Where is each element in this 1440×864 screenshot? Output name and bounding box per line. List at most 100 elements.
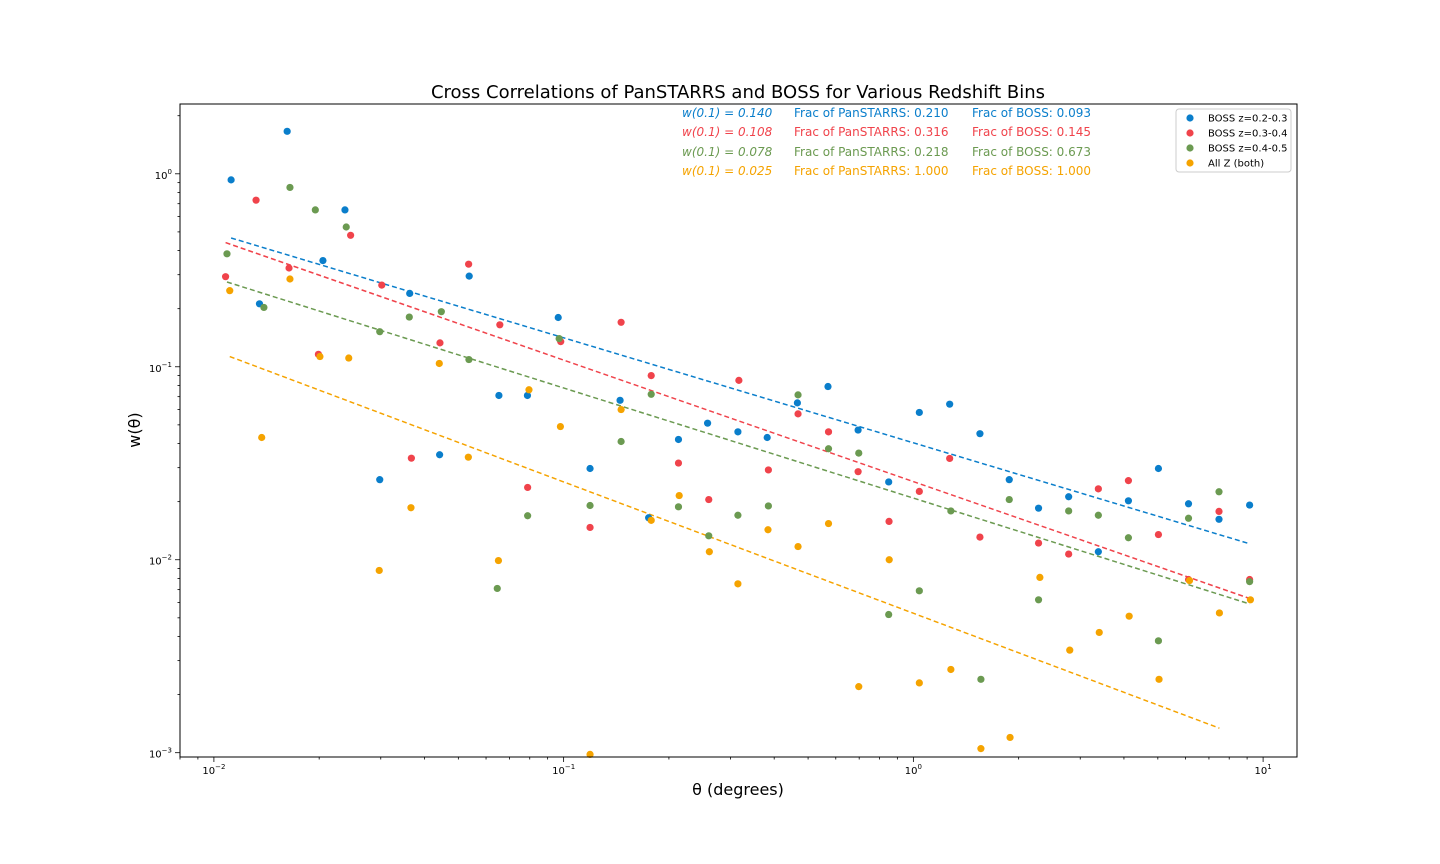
annotation-text: Frac of PanSTARRS: 0.316 <box>794 125 949 139</box>
data-point-s0 <box>1154 464 1163 473</box>
y-tick-label: 100 <box>155 168 172 182</box>
data-point-s0 <box>824 382 832 391</box>
x-axis-label: θ (degrees) <box>692 780 784 799</box>
data-point-s2 <box>1215 488 1223 496</box>
data-point-s0 <box>406 289 414 297</box>
data-point-s0 <box>319 256 327 265</box>
data-point-s1 <box>617 318 625 326</box>
data-point-s2 <box>465 355 473 364</box>
data-point-s1 <box>1215 507 1223 516</box>
x-tick-label: 10−1 <box>552 763 575 777</box>
data-point-s3 <box>1246 596 1255 604</box>
data-point-s2 <box>223 250 231 258</box>
data-point-s0 <box>465 272 473 280</box>
data-point-s1 <box>1034 539 1043 547</box>
data-point-s2 <box>1154 637 1163 645</box>
data-point-s0 <box>1034 504 1043 512</box>
data-point-s3 <box>464 453 472 461</box>
data-point-s0 <box>854 426 862 434</box>
data-point-s2 <box>1094 511 1102 519</box>
data-point-s1 <box>854 468 862 476</box>
data-point-s3 <box>556 422 565 431</box>
data-point-s0 <box>227 176 235 184</box>
annotation-text: w(0.1) = 0.140 <box>682 106 773 120</box>
data-point-s2 <box>405 313 413 321</box>
data-point-s2 <box>1005 495 1013 504</box>
data-point-s0 <box>885 478 893 486</box>
data-point-s1 <box>1065 550 1073 558</box>
data-point-s2 <box>947 507 955 515</box>
x-tick-label: 101 <box>1255 763 1272 777</box>
annotation-text: Frac of PanSTARRS: 0.218 <box>794 145 949 159</box>
data-point-s3 <box>915 679 923 687</box>
data-point-s2 <box>493 584 501 593</box>
data-point-s2 <box>794 391 802 399</box>
data-point-s1 <box>824 428 833 436</box>
legend-marker <box>1186 114 1194 122</box>
data-point-s0 <box>763 433 771 442</box>
data-point-s2 <box>437 308 445 316</box>
data-point-s3 <box>1125 612 1133 620</box>
data-point-s0 <box>793 399 801 407</box>
data-point-s1 <box>647 371 655 380</box>
data-point-s0 <box>674 435 683 444</box>
data-point-s3 <box>1066 646 1074 654</box>
data-point-s3 <box>734 580 742 588</box>
y-tick-label: 10−1 <box>149 361 172 375</box>
data-point-s2 <box>674 503 683 511</box>
data-point-s3 <box>675 491 683 500</box>
data-point-s3 <box>525 386 533 394</box>
data-point-s3 <box>258 433 266 442</box>
data-point-s2 <box>376 328 384 336</box>
data-point-s1 <box>285 264 293 272</box>
data-point-s0 <box>554 313 562 322</box>
data-point-s2 <box>977 675 985 683</box>
annotation-text: Frac of BOSS: 0.145 <box>972 125 1091 139</box>
y-tick-label: 10−2 <box>149 554 172 568</box>
data-point-s0 <box>586 464 594 473</box>
data-point-s1 <box>524 483 532 492</box>
data-point-s2 <box>885 610 893 619</box>
data-point-s1 <box>407 454 415 462</box>
data-point-s2 <box>855 449 863 457</box>
legend-marker <box>1186 159 1194 167</box>
data-point-s0 <box>495 391 503 400</box>
data-point-s0 <box>616 396 624 404</box>
data-point-s0 <box>376 476 384 484</box>
data-point-s0 <box>341 206 349 214</box>
legend-box <box>1175 108 1292 173</box>
y-tick-label: 10−3 <box>149 747 172 761</box>
x-tick-label: 10−2 <box>202 763 225 777</box>
data-point-s1 <box>496 321 504 329</box>
legend-label: BOSS z=0.3-0.4 <box>1208 129 1287 140</box>
data-point-s3 <box>226 287 234 295</box>
data-point-s2 <box>734 511 742 519</box>
data-point-s3 <box>286 275 294 283</box>
data-point-s3 <box>407 504 415 512</box>
data-point-s3 <box>1215 609 1224 617</box>
data-point-s2 <box>764 502 772 510</box>
data-point-s1 <box>465 260 473 268</box>
annotation-text: w(0.1) = 0.108 <box>682 125 773 139</box>
data-point-s1 <box>674 459 683 467</box>
data-point-s0 <box>436 451 444 459</box>
data-point-s2 <box>647 390 655 398</box>
data-point-s2 <box>1184 514 1193 522</box>
annotation-text: Frac of PanSTARRS: 1.000 <box>794 164 949 178</box>
data-point-s1 <box>221 273 230 281</box>
data-point-s1 <box>378 281 386 289</box>
legend-label: BOSS z=0.2-0.3 <box>1208 114 1287 125</box>
data-point-s3 <box>435 359 443 368</box>
data-point-s1 <box>347 231 355 239</box>
data-point-s3 <box>705 548 713 556</box>
fit-line-2 <box>226 281 1250 605</box>
data-point-s3 <box>1185 576 1194 585</box>
data-point-s1 <box>436 339 444 347</box>
data-point-s0 <box>283 127 291 135</box>
data-point-s2 <box>705 532 713 540</box>
data-point-s1 <box>1094 485 1102 493</box>
data-point-s2 <box>1246 578 1254 586</box>
data-point-s0 <box>915 408 923 417</box>
legend-marker <box>1186 129 1194 137</box>
y-axis-label: w(θ) <box>125 412 144 447</box>
